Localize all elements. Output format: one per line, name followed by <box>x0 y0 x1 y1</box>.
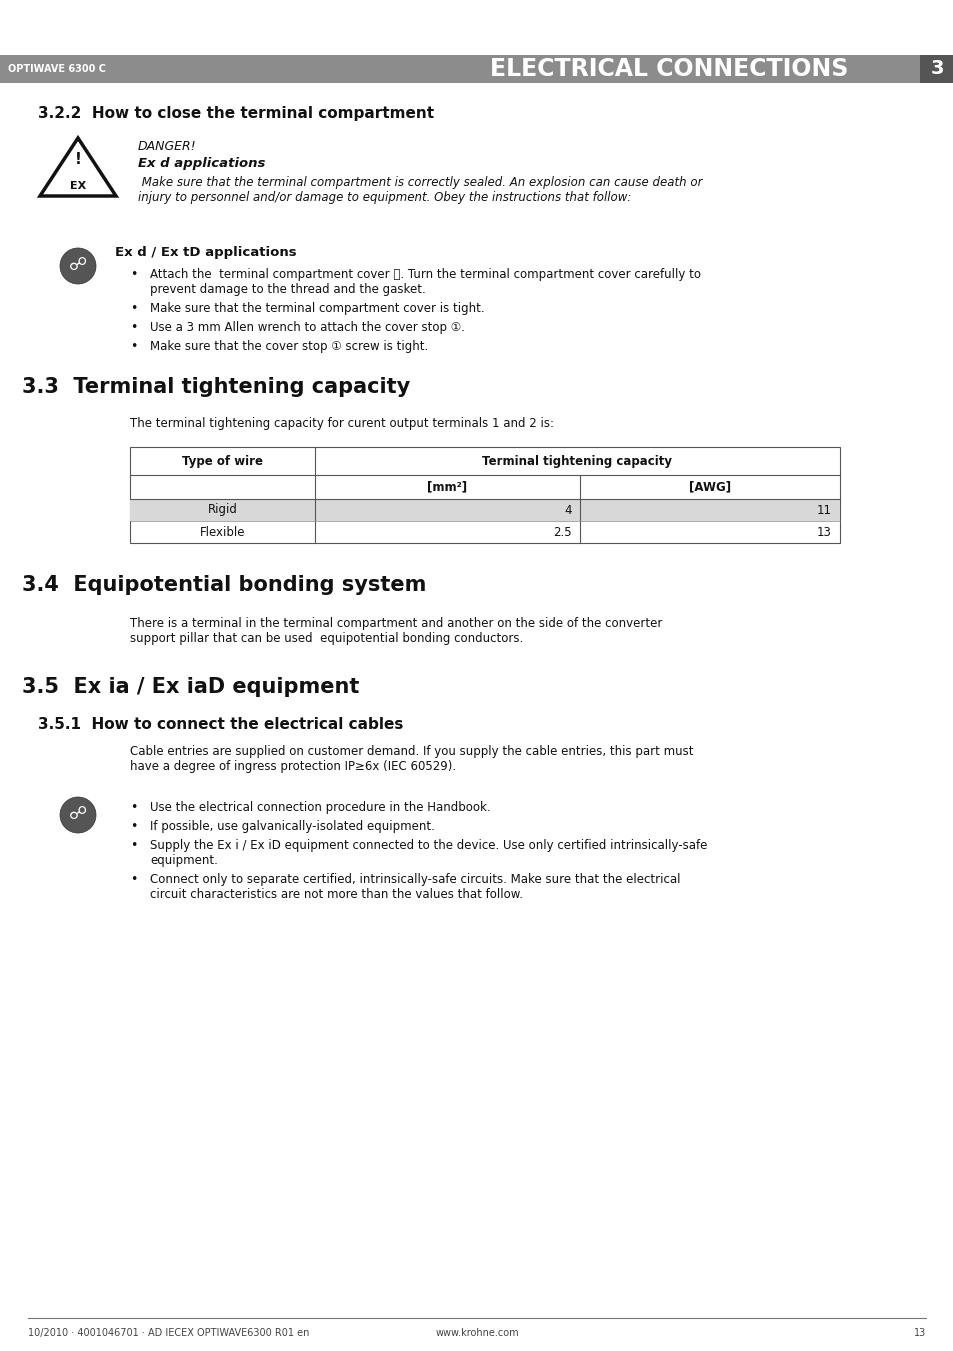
Text: There is a terminal in the terminal compartment and another on the side of the c: There is a terminal in the terminal comp… <box>130 617 661 644</box>
Text: OPTIWAVE 6300 C: OPTIWAVE 6300 C <box>8 63 106 74</box>
Text: Ex d applications: Ex d applications <box>138 157 265 170</box>
Text: Flexible: Flexible <box>199 526 245 539</box>
Text: The terminal tightening capacity for curent output terminals 1 and 2 is:: The terminal tightening capacity for cur… <box>130 417 554 430</box>
Text: [AWG]: [AWG] <box>688 481 730 493</box>
Text: circuit characteristics are not more than the values that follow.: circuit characteristics are not more tha… <box>150 888 522 901</box>
Text: Attach the  terminal compartment cover Ⓐ. Turn the terminal compartment cover ca: Attach the terminal compartment cover Ⓐ.… <box>150 267 700 281</box>
Text: ☍: ☍ <box>69 805 87 823</box>
Text: EX: EX <box>70 181 86 190</box>
Bar <box>919 55 953 82</box>
Text: 2.5: 2.5 <box>553 526 572 539</box>
Bar <box>130 447 840 543</box>
Text: [mm²]: [mm²] <box>427 481 467 493</box>
Text: 13: 13 <box>913 1328 925 1337</box>
Text: 4: 4 <box>564 504 572 516</box>
Text: Make sure that the terminal compartment cover is tight.: Make sure that the terminal compartment … <box>150 303 484 315</box>
Text: If possible, use galvanically-isolated equipment.: If possible, use galvanically-isolated e… <box>150 820 435 834</box>
Text: ELECTRICAL CONNECTIONS: ELECTRICAL CONNECTIONS <box>490 57 847 81</box>
Text: Make sure that the terminal compartment is correctly sealed. An explosion can ca: Make sure that the terminal compartment … <box>138 176 701 204</box>
Text: Cable entries are supplied on customer demand. If you supply the cable entries, : Cable entries are supplied on customer d… <box>130 744 693 773</box>
Text: •: • <box>130 801 137 815</box>
Text: www.krohne.com: www.krohne.com <box>435 1328 518 1337</box>
Text: •: • <box>130 303 137 315</box>
Text: 3: 3 <box>929 59 943 78</box>
Circle shape <box>60 249 96 284</box>
Text: •: • <box>130 873 137 886</box>
Text: 3.3  Terminal tightening capacity: 3.3 Terminal tightening capacity <box>22 377 410 397</box>
Text: 11: 11 <box>816 504 831 516</box>
Bar <box>130 499 840 521</box>
Text: Use the electrical connection procedure in the Handbook.: Use the electrical connection procedure … <box>150 801 490 815</box>
Text: equipment.: equipment. <box>150 854 217 867</box>
Text: 3.2.2  How to close the terminal compartment: 3.2.2 How to close the terminal compartm… <box>38 105 434 122</box>
Text: Connect only to separate certified, intrinsically-safe circuits. Make sure that : Connect only to separate certified, intr… <box>150 873 679 886</box>
Text: Terminal tightening capacity: Terminal tightening capacity <box>482 454 672 467</box>
Text: Rigid: Rigid <box>208 504 237 516</box>
Text: prevent damage to the thread and the gasket.: prevent damage to the thread and the gas… <box>150 282 425 296</box>
Text: Make sure that the cover stop ① screw is tight.: Make sure that the cover stop ① screw is… <box>150 340 428 353</box>
Text: •: • <box>130 340 137 353</box>
Text: 3.5  Ex ia / Ex iaD equipment: 3.5 Ex ia / Ex iaD equipment <box>22 677 359 697</box>
Text: !: ! <box>74 153 81 168</box>
Polygon shape <box>40 138 116 196</box>
Text: Use a 3 mm Allen wrench to attach the cover stop ①.: Use a 3 mm Allen wrench to attach the co… <box>150 322 464 334</box>
Text: •: • <box>130 322 137 334</box>
Text: Type of wire: Type of wire <box>182 454 263 467</box>
Text: •: • <box>130 839 137 852</box>
Text: •: • <box>130 820 137 834</box>
Text: ☍: ☍ <box>69 255 87 274</box>
Circle shape <box>60 797 96 834</box>
Text: Supply the Ex i / Ex iD equipment connected to the device. Use only certified in: Supply the Ex i / Ex iD equipment connec… <box>150 839 706 852</box>
Text: Ex d / Ex tD applications: Ex d / Ex tD applications <box>115 246 296 259</box>
Bar <box>0 55 953 82</box>
Text: 13: 13 <box>817 526 831 539</box>
Text: DANGER!: DANGER! <box>138 141 196 153</box>
Text: 3.5.1  How to connect the electrical cables: 3.5.1 How to connect the electrical cabl… <box>38 717 403 732</box>
Text: 3.4  Equipotential bonding system: 3.4 Equipotential bonding system <box>22 576 426 594</box>
Text: 10/2010 · 4001046701 · AD IECEX OPTIWAVE6300 R01 en: 10/2010 · 4001046701 · AD IECEX OPTIWAVE… <box>28 1328 309 1337</box>
Text: •: • <box>130 267 137 281</box>
